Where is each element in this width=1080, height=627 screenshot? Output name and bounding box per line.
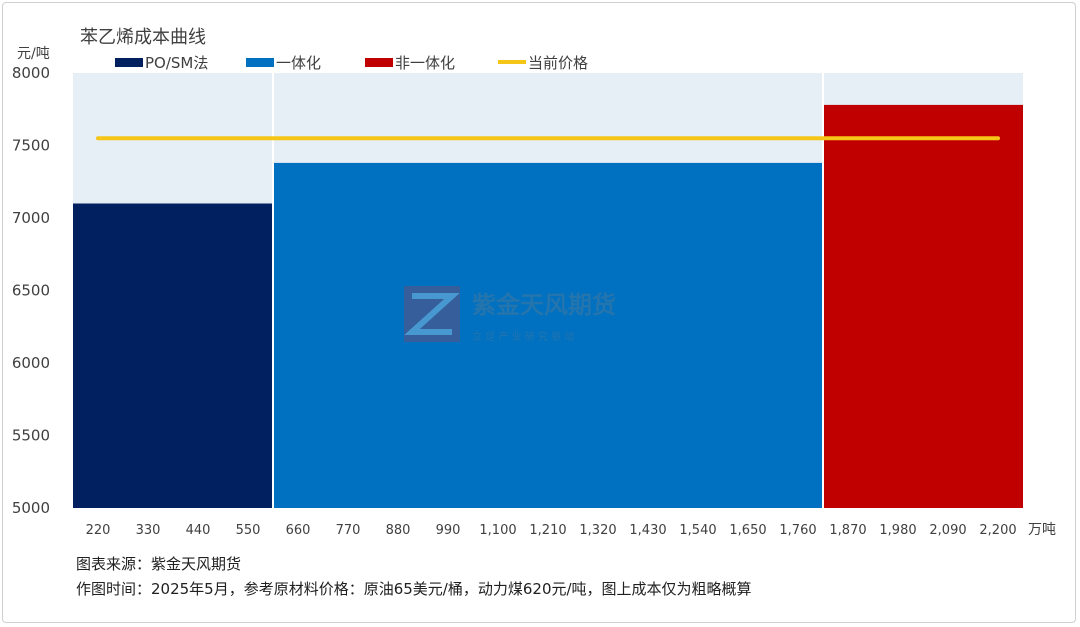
legend-label-3: 当前价格 (528, 54, 588, 72)
bar-1 (273, 162, 823, 508)
x-tick-label: 2,090 (929, 523, 966, 538)
x-tick-label: 440 (186, 523, 211, 538)
x-tick-label: 1,320 (579, 523, 616, 538)
y-tick-label: 5000 (12, 499, 50, 517)
legend-swatch-0 (115, 58, 143, 67)
x-tick-label: 990 (436, 523, 461, 538)
legend-swatch-1 (246, 58, 274, 67)
legend-label-2: 非一体化 (395, 54, 455, 72)
source-note: 图表来源：紫金天风期货 (76, 555, 242, 573)
x-tick-label: 1,210 (529, 523, 566, 538)
legend: PO/SM法 一体化 非一体化 当前价格 (115, 54, 588, 72)
x-tick-label: 880 (386, 523, 411, 538)
watermark-logo: 紫金天风期货 立 足 产 业 研 究 驱 动 (404, 286, 616, 343)
x-tick-label: 220 (86, 523, 111, 538)
y-tick-label: 8000 (12, 64, 50, 82)
y-axis-unit: 元/吨 (17, 46, 50, 62)
x-tick-label: 2,200 (979, 523, 1016, 538)
y-tick-label: 7500 (12, 137, 50, 155)
legend-label-0: PO/SM法 (145, 54, 208, 72)
legend-swatch-2 (365, 58, 393, 67)
bar-0 (73, 203, 273, 508)
y-tick-label: 6500 (12, 282, 50, 300)
x-tick-label: 1,870 (829, 523, 866, 538)
x-tick-label: 330 (136, 523, 161, 538)
x-tick-label: 660 (286, 523, 311, 538)
y-tick-label: 6000 (12, 354, 50, 372)
watermark-company: 紫金天风期货 (472, 291, 616, 319)
chart-title: 苯乙烯成本曲线 (80, 27, 206, 48)
x-tick-label: 1,430 (629, 523, 666, 538)
x-tick-label: 1,650 (729, 523, 766, 538)
y-tick-label: 5500 (12, 427, 50, 445)
legend-label-1: 一体化 (276, 54, 321, 72)
x-axis-unit: 万吨 (1028, 522, 1056, 538)
watermark-slogan: 立 足 产 业 研 究 驱 动 (472, 330, 574, 343)
x-tick-label: 1,540 (679, 523, 716, 538)
time-note: 作图时间：2025年5月，参考原材料价格：原油65美元/桶，动力煤620元/吨，… (76, 580, 752, 598)
x-tick-label: 1,980 (879, 523, 916, 538)
x-tick-label: 550 (236, 523, 261, 538)
x-tick-label: 770 (336, 523, 361, 538)
y-tick-label: 7000 (12, 209, 50, 227)
bar-2 (823, 104, 1023, 509)
x-tick-label: 1,760 (779, 523, 816, 538)
x-tick-label: 1,100 (479, 523, 516, 538)
